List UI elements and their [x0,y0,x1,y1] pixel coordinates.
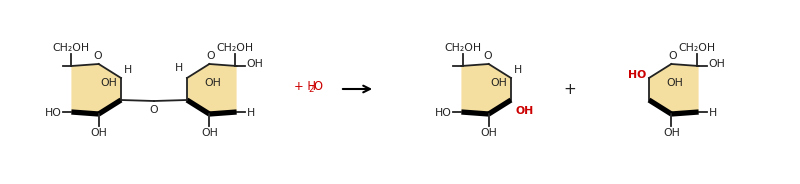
Text: OH: OH [515,106,534,116]
Text: OH: OH [205,78,222,88]
Text: OH: OH [90,128,107,138]
Text: OH: OH [709,59,726,69]
Text: O: O [668,51,677,61]
Polygon shape [187,64,237,114]
Polygon shape [649,64,698,114]
Text: H: H [514,65,522,75]
Text: OH: OH [480,128,497,138]
Polygon shape [71,64,121,114]
Polygon shape [462,64,511,114]
Text: H: H [174,63,183,73]
Text: O: O [483,51,492,61]
Text: HO: HO [434,108,451,118]
Text: H: H [709,108,717,118]
Text: +: + [564,82,576,96]
Text: OH: OH [490,78,507,88]
Text: O: O [313,81,322,93]
Text: OH: OH [666,78,683,88]
Text: OH: OH [246,59,263,69]
Text: CH₂OH: CH₂OH [678,43,715,53]
Text: O: O [150,105,158,115]
Text: OH: OH [100,78,117,88]
Text: CH₂OH: CH₂OH [445,43,482,53]
Text: O: O [206,51,214,61]
Text: 2: 2 [309,86,314,95]
Text: OH: OH [201,128,218,138]
Text: HO: HO [45,108,62,118]
Text: OH: OH [663,128,680,138]
Text: HO: HO [628,70,646,80]
Text: H: H [246,108,255,118]
Text: H: H [124,65,132,75]
Text: CH₂OH: CH₂OH [53,43,90,53]
Text: + H: + H [294,81,316,93]
Text: CH₂OH: CH₂OH [216,43,253,53]
Text: O: O [94,51,102,61]
